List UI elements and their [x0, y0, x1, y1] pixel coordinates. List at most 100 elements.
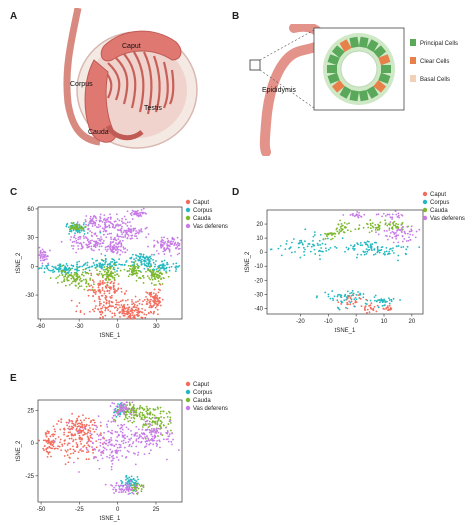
data-point	[146, 412, 148, 414]
data-point	[135, 274, 138, 277]
series-corpus	[269, 228, 421, 311]
data-point	[316, 242, 319, 245]
data-point	[157, 270, 159, 273]
tsne-chart-e: -50 -25 0 25-25025tSNE_1tSNE_2CaputCorpusCa…	[16, 381, 228, 522]
data-point	[149, 411, 152, 414]
data-point	[168, 435, 171, 438]
data-point	[88, 438, 91, 441]
data-point	[88, 417, 90, 420]
data-point	[161, 267, 163, 269]
data-point	[89, 239, 92, 242]
data-point	[357, 294, 360, 297]
data-point	[141, 307, 144, 310]
data-point	[354, 228, 357, 231]
data-point	[388, 299, 391, 301]
data-point	[132, 404, 135, 406]
data-point	[137, 309, 140, 311]
data-point	[111, 241, 114, 244]
data-point	[162, 424, 165, 426]
data-point	[359, 215, 362, 218]
data-point	[112, 266, 115, 269]
data-point	[356, 213, 359, 216]
x-axis-label: tSNE_1	[100, 333, 121, 339]
data-point	[339, 294, 342, 296]
data-point	[139, 256, 142, 259]
data-point	[120, 231, 123, 234]
data-point	[143, 259, 145, 262]
data-point	[125, 474, 128, 477]
data-point	[39, 259, 42, 262]
data-point	[98, 220, 101, 222]
data-point	[390, 227, 393, 230]
data-point	[401, 214, 404, 217]
data-point	[180, 239, 183, 241]
data-point	[49, 277, 52, 279]
panel-label-d: D	[232, 187, 240, 198]
data-point	[118, 258, 120, 261]
data-point	[104, 306, 107, 309]
data-point	[94, 215, 97, 218]
data-point	[369, 244, 372, 247]
data-point	[363, 253, 366, 256]
data-point	[74, 271, 76, 274]
data-point	[162, 266, 165, 269]
y-tick-label: 0	[31, 441, 35, 447]
data-point	[91, 249, 94, 251]
data-point	[89, 279, 92, 281]
data-point	[103, 217, 106, 220]
data-point	[104, 309, 107, 312]
data-point	[61, 445, 64, 447]
data-point	[79, 310, 82, 312]
data-point	[126, 249, 129, 251]
data-point	[132, 492, 135, 495]
data-point	[144, 422, 147, 425]
data-point	[123, 423, 126, 426]
legend-label: Caput	[193, 200, 209, 206]
data-point	[410, 229, 413, 232]
data-point	[130, 475, 133, 478]
series-vas-deferens	[38, 207, 183, 265]
data-point	[373, 296, 376, 299]
data-point	[114, 236, 116, 239]
data-point	[93, 430, 96, 433]
data-point	[98, 300, 101, 303]
data-point	[102, 240, 105, 242]
data-point	[135, 409, 138, 412]
data-point	[126, 224, 129, 227]
data-point	[178, 242, 181, 245]
data-point	[338, 232, 340, 235]
data-point	[92, 221, 95, 224]
data-point	[313, 231, 316, 234]
data-point	[155, 283, 157, 286]
data-point	[384, 215, 387, 217]
data-point	[120, 290, 123, 293]
data-point	[130, 433, 133, 436]
data-point	[137, 478, 140, 481]
data-point	[118, 224, 121, 226]
data-point	[366, 240, 369, 243]
data-point	[152, 305, 154, 307]
data-point	[173, 243, 176, 245]
data-point	[130, 417, 133, 419]
clear-cell	[373, 80, 387, 93]
data-point	[375, 310, 378, 313]
data-point	[141, 407, 144, 410]
data-point	[58, 268, 61, 271]
data-point	[119, 316, 121, 318]
tsne-chart-c: -60 -30 0 30-3003060tSNE_1tSNE_2CaputCorpus…	[16, 199, 228, 339]
data-point	[157, 252, 160, 255]
data-point	[74, 284, 77, 287]
data-point	[93, 283, 95, 286]
data-point	[63, 442, 66, 445]
data-point	[47, 432, 50, 435]
data-point	[45, 432, 48, 435]
data-point	[76, 417, 78, 420]
data-point	[139, 485, 142, 488]
epididymis-illustration: Epididymis Principal Cells Clear Cells B…	[249, 24, 458, 156]
data-point	[57, 275, 59, 278]
data-point	[113, 292, 116, 294]
data-point	[289, 246, 292, 249]
data-point	[292, 238, 295, 240]
data-point	[44, 433, 47, 436]
data-point	[129, 412, 132, 415]
